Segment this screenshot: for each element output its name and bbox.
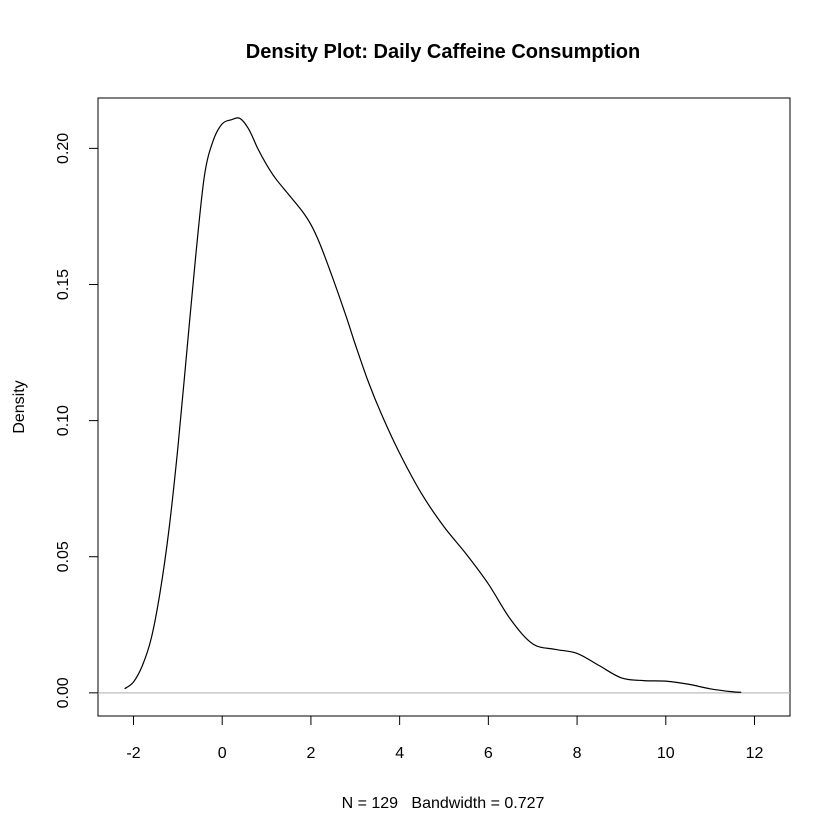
chart-title: Density Plot: Daily Caffeine Consumption bbox=[246, 41, 640, 63]
y-tick-label: 0.20 bbox=[55, 133, 72, 164]
y-tick-label: 0.10 bbox=[55, 405, 72, 436]
y-axis: 0.00 0.05 0.10 0.15 0.20 bbox=[55, 133, 99, 708]
x-tick-label: -2 bbox=[126, 745, 140, 762]
x-tick-label: 2 bbox=[306, 745, 315, 762]
y-tick-label: 0.05 bbox=[55, 541, 72, 572]
x-axis: -2 0 2 4 6 8 10 12 bbox=[126, 715, 764, 762]
x-axis-label: N = 129 Bandwidth = 0.727 bbox=[342, 795, 545, 812]
x-tick-label: 0 bbox=[218, 745, 227, 762]
y-tick-label: 0.15 bbox=[55, 269, 72, 300]
x-tick-label: 4 bbox=[395, 745, 404, 762]
x-tick-label: 10 bbox=[657, 745, 675, 762]
plot-frame bbox=[97, 97, 791, 717]
y-tick-label: 0.00 bbox=[55, 677, 72, 708]
y-axis-label: Density bbox=[11, 380, 28, 433]
x-tick-label: 12 bbox=[746, 745, 764, 762]
density-curve bbox=[124, 117, 742, 693]
x-tick-label: 6 bbox=[484, 745, 493, 762]
x-tick-label: 8 bbox=[573, 745, 582, 762]
